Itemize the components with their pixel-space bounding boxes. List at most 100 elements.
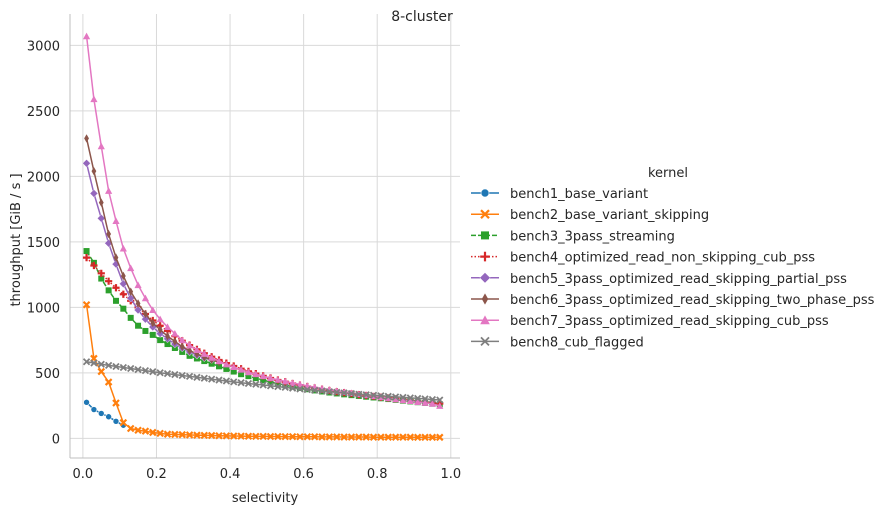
data-point	[384, 433, 393, 441]
legend-item[interactable]: bench4_optimized_read_non_skipping_cub_p…	[471, 251, 815, 266]
data-point	[435, 433, 444, 442]
data-point	[127, 364, 135, 373]
data-point	[377, 392, 385, 400]
data-point	[104, 361, 113, 370]
data-point	[134, 426, 142, 435]
data-point	[340, 433, 348, 441]
legend-item[interactable]: bench6_3pass_optimized_read_skipping_two…	[471, 293, 875, 308]
data-point	[303, 433, 312, 441]
data-point	[112, 297, 119, 304]
data-point	[127, 314, 134, 321]
data-point	[208, 375, 216, 383]
legend-label: bench4_optimized_read_non_skipping_cub_p…	[510, 251, 815, 266]
data-point	[296, 385, 304, 393]
legend-item[interactable]: bench8_cub_flagged	[471, 335, 644, 350]
chart-title: 8-cluster	[391, 9, 453, 25]
data-point	[135, 322, 142, 329]
data-point	[332, 433, 341, 441]
legend-label: bench8_cub_flagged	[510, 335, 644, 350]
legend-item[interactable]: bench7_3pass_optimized_read_skipping_cub…	[471, 314, 829, 329]
y-tick-label: 500	[35, 367, 60, 382]
data-point	[97, 214, 106, 223]
data-point	[187, 346, 192, 355]
legend-label: bench7_3pass_optimized_read_skipping_cub…	[510, 314, 829, 329]
data-point	[82, 159, 91, 168]
data-point	[267, 379, 274, 386]
legend-marker	[480, 251, 490, 262]
data-point	[377, 433, 385, 441]
data-point	[91, 166, 97, 176]
x-tick-label: 0.2	[146, 467, 167, 482]
data-point	[149, 428, 157, 437]
data-point	[120, 271, 126, 281]
legend-item[interactable]: bench2_base_variant_skipping	[471, 208, 709, 223]
data-point	[82, 358, 91, 366]
series-bench1_base_variant	[83, 399, 127, 429]
data-point	[303, 385, 311, 394]
data-point	[178, 430, 186, 439]
data-point	[222, 360, 230, 368]
data-point	[208, 354, 216, 361]
data-point	[97, 410, 105, 417]
data-point	[347, 389, 356, 398]
data-point	[90, 95, 98, 103]
legend-marker	[480, 315, 490, 325]
data-point	[428, 395, 437, 404]
data-point	[119, 363, 127, 372]
data-point	[82, 300, 91, 309]
data-point	[179, 342, 185, 351]
data-point	[428, 433, 437, 442]
series-line	[85, 163, 212, 361]
data-point	[266, 382, 275, 390]
data-point	[119, 418, 128, 427]
series-bench8_cub_flagged	[82, 358, 444, 404]
data-point	[164, 341, 171, 348]
data-point	[318, 433, 326, 441]
y-tick-label: 2500	[27, 105, 60, 120]
data-point	[310, 433, 319, 441]
series-bench3_3pass_streaming	[83, 248, 443, 408]
data-point	[266, 432, 275, 441]
series-bench6_3pass_optimized_read_skipping_two_phase_pss	[84, 134, 222, 367]
data-point	[105, 287, 112, 294]
data-point	[252, 375, 259, 382]
legend[interactable]: kernel bench1_base_variant bench2_base_va…	[471, 166, 875, 350]
legend-item[interactable]: bench1_base_variant	[471, 187, 648, 202]
x-tick-label: 0.6	[293, 467, 314, 482]
data-point	[215, 357, 223, 365]
data-point	[421, 433, 429, 442]
data-point	[126, 424, 135, 433]
x-tick-label: 1.0	[440, 467, 461, 482]
legend-marker	[481, 231, 489, 240]
data-point	[281, 377, 289, 385]
data-point	[97, 367, 106, 376]
data-point	[244, 368, 253, 376]
data-point	[244, 379, 253, 388]
legend-item[interactable]: bench5_3pass_optimized_read_skipping_par…	[471, 272, 847, 287]
data-point	[97, 269, 105, 277]
data-point	[355, 433, 363, 441]
data-point	[274, 382, 282, 391]
axes	[69, 14, 460, 459]
legend-marker	[480, 209, 490, 219]
x-tick-label: 0.0	[73, 467, 94, 482]
legend-item[interactable]: bench3_3pass_streaming	[471, 229, 675, 244]
data-point	[369, 433, 378, 441]
data-point	[223, 365, 230, 372]
series-line	[85, 36, 441, 407]
data-point	[105, 277, 113, 285]
data-point	[156, 369, 164, 377]
data-point	[325, 387, 334, 396]
data-point	[340, 389, 348, 397]
data-point	[141, 367, 150, 375]
series-bench5_3pass_optimized_read_skipping_partial_pss	[82, 159, 216, 364]
data-point	[274, 376, 282, 383]
data-point	[391, 393, 400, 401]
series	[82, 32, 444, 442]
data-point	[200, 350, 208, 357]
data-point	[163, 370, 172, 378]
data-point	[391, 433, 400, 441]
data-point	[325, 433, 334, 441]
data-point	[119, 244, 127, 252]
